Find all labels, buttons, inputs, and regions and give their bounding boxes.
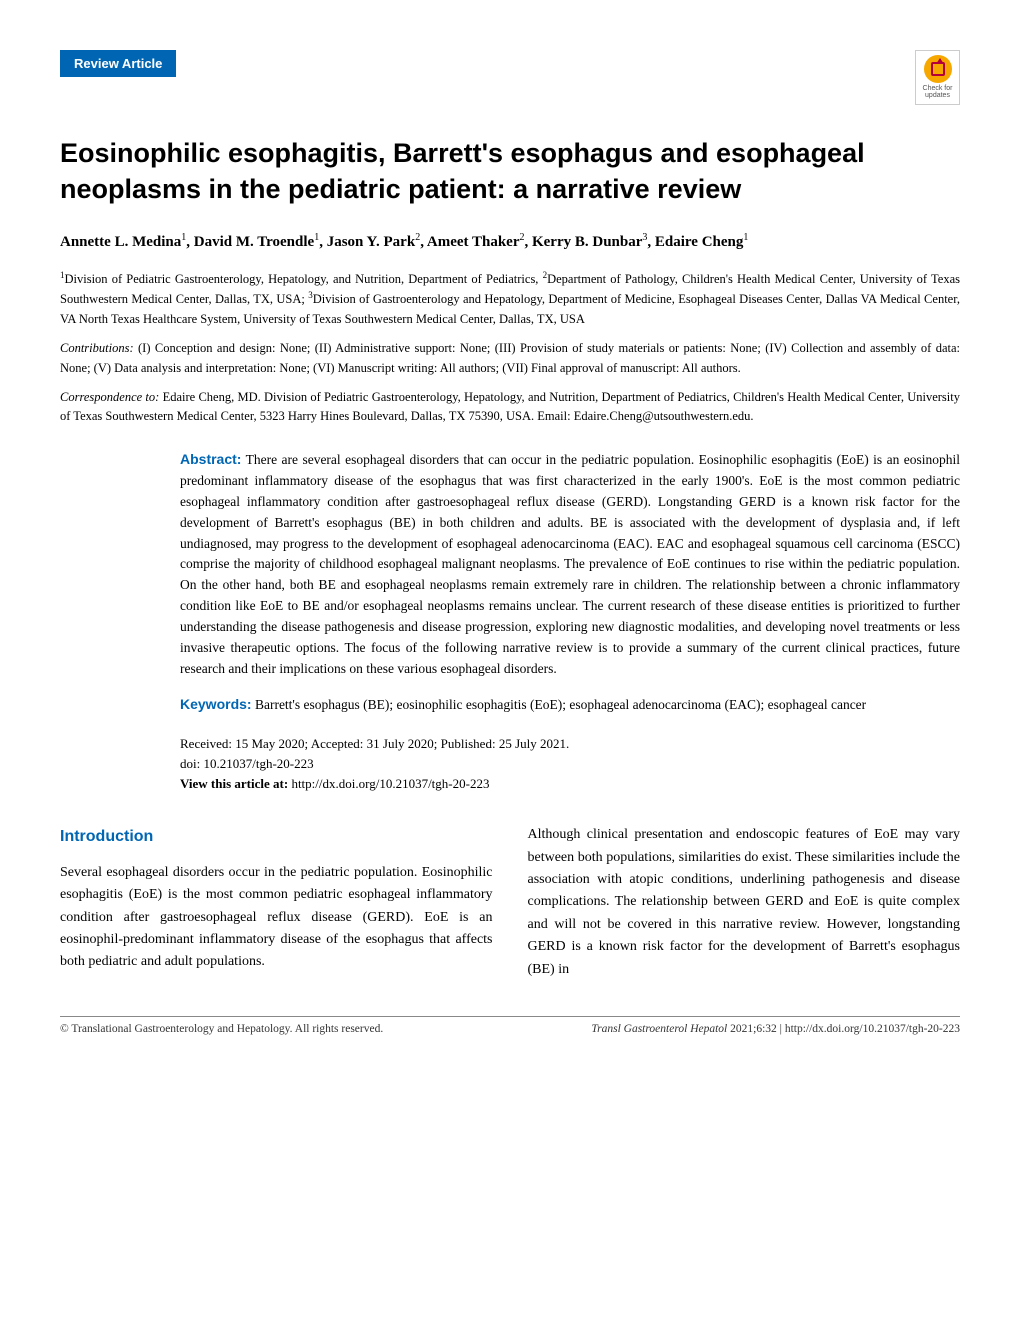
- article-type-badge: Review Article: [60, 50, 176, 77]
- correspondence-label: Correspondence to:: [60, 390, 159, 404]
- footer-citation: Transl Gastroenterol Hepatol 2021;6:32 |…: [591, 1023, 960, 1035]
- column-right: Although clinical presentation and endos…: [528, 824, 961, 981]
- abstract-block: Abstract: There are several esophageal d…: [180, 449, 960, 794]
- view-article-url[interactable]: http://dx.doi.org/10.21037/tgh-20-223: [288, 776, 489, 791]
- correspondence-block: Correspondence to: Edaire Cheng, MD. Div…: [60, 388, 960, 427]
- doi-text: doi: 10.21037/tgh-20-223: [180, 754, 960, 774]
- keywords-text: Barrett's esophagus (BE); eosinophilic e…: [252, 697, 867, 712]
- affiliations: 1Division of Pediatric Gastroenterology,…: [60, 269, 960, 329]
- abstract-text: There are several esophageal disorders t…: [180, 452, 960, 676]
- check-for-updates-badge[interactable]: Check for updates: [915, 50, 960, 105]
- author-list: Annette L. Medina1, David M. Troendle1, …: [60, 232, 960, 251]
- column-left: Introduction Several esophageal disorder…: [60, 824, 493, 981]
- correspondence-text: Edaire Cheng, MD. Division of Pediatric …: [60, 390, 960, 423]
- keywords-label: Keywords:: [180, 696, 252, 712]
- contributions-text: (I) Conception and design: None; (II) Ad…: [60, 341, 960, 374]
- intro-paragraph-right: Although clinical presentation and endos…: [528, 824, 961, 981]
- keywords-paragraph: Keywords: Barrett's esophagus (BE); eosi…: [180, 694, 960, 716]
- header-row: Review Article Check for updates: [60, 50, 960, 105]
- abstract-label: Abstract:: [180, 451, 241, 467]
- article-title: Eosinophilic esophagitis, Barrett's esop…: [60, 135, 960, 208]
- page-footer: © Translational Gastroenterology and Hep…: [60, 1016, 960, 1035]
- contributions-label: Contributions:: [60, 341, 134, 355]
- contributions-block: Contributions: (I) Conception and design…: [60, 339, 960, 378]
- footer-rest: 2021;6:32 | http://dx.doi.org/10.21037/t…: [730, 1023, 960, 1035]
- view-article-line: View this article at: http://dx.doi.org/…: [180, 774, 960, 794]
- received-dates: Received: 15 May 2020; Accepted: 31 July…: [180, 734, 960, 754]
- footer-journal: Transl Gastroenterol Hepatol: [591, 1023, 730, 1035]
- footer-copyright: © Translational Gastroenterology and Hep…: [60, 1023, 383, 1035]
- section-heading-introduction: Introduction: [60, 824, 493, 850]
- view-article-label: View this article at:: [180, 776, 288, 791]
- check-updates-label: Check for updates: [920, 85, 955, 100]
- abstract-paragraph: Abstract: There are several esophageal d…: [180, 449, 960, 680]
- check-updates-icon: [924, 55, 952, 83]
- body-columns: Introduction Several esophageal disorder…: [60, 824, 960, 981]
- intro-paragraph-left: Several esophageal disorders occur in th…: [60, 862, 493, 974]
